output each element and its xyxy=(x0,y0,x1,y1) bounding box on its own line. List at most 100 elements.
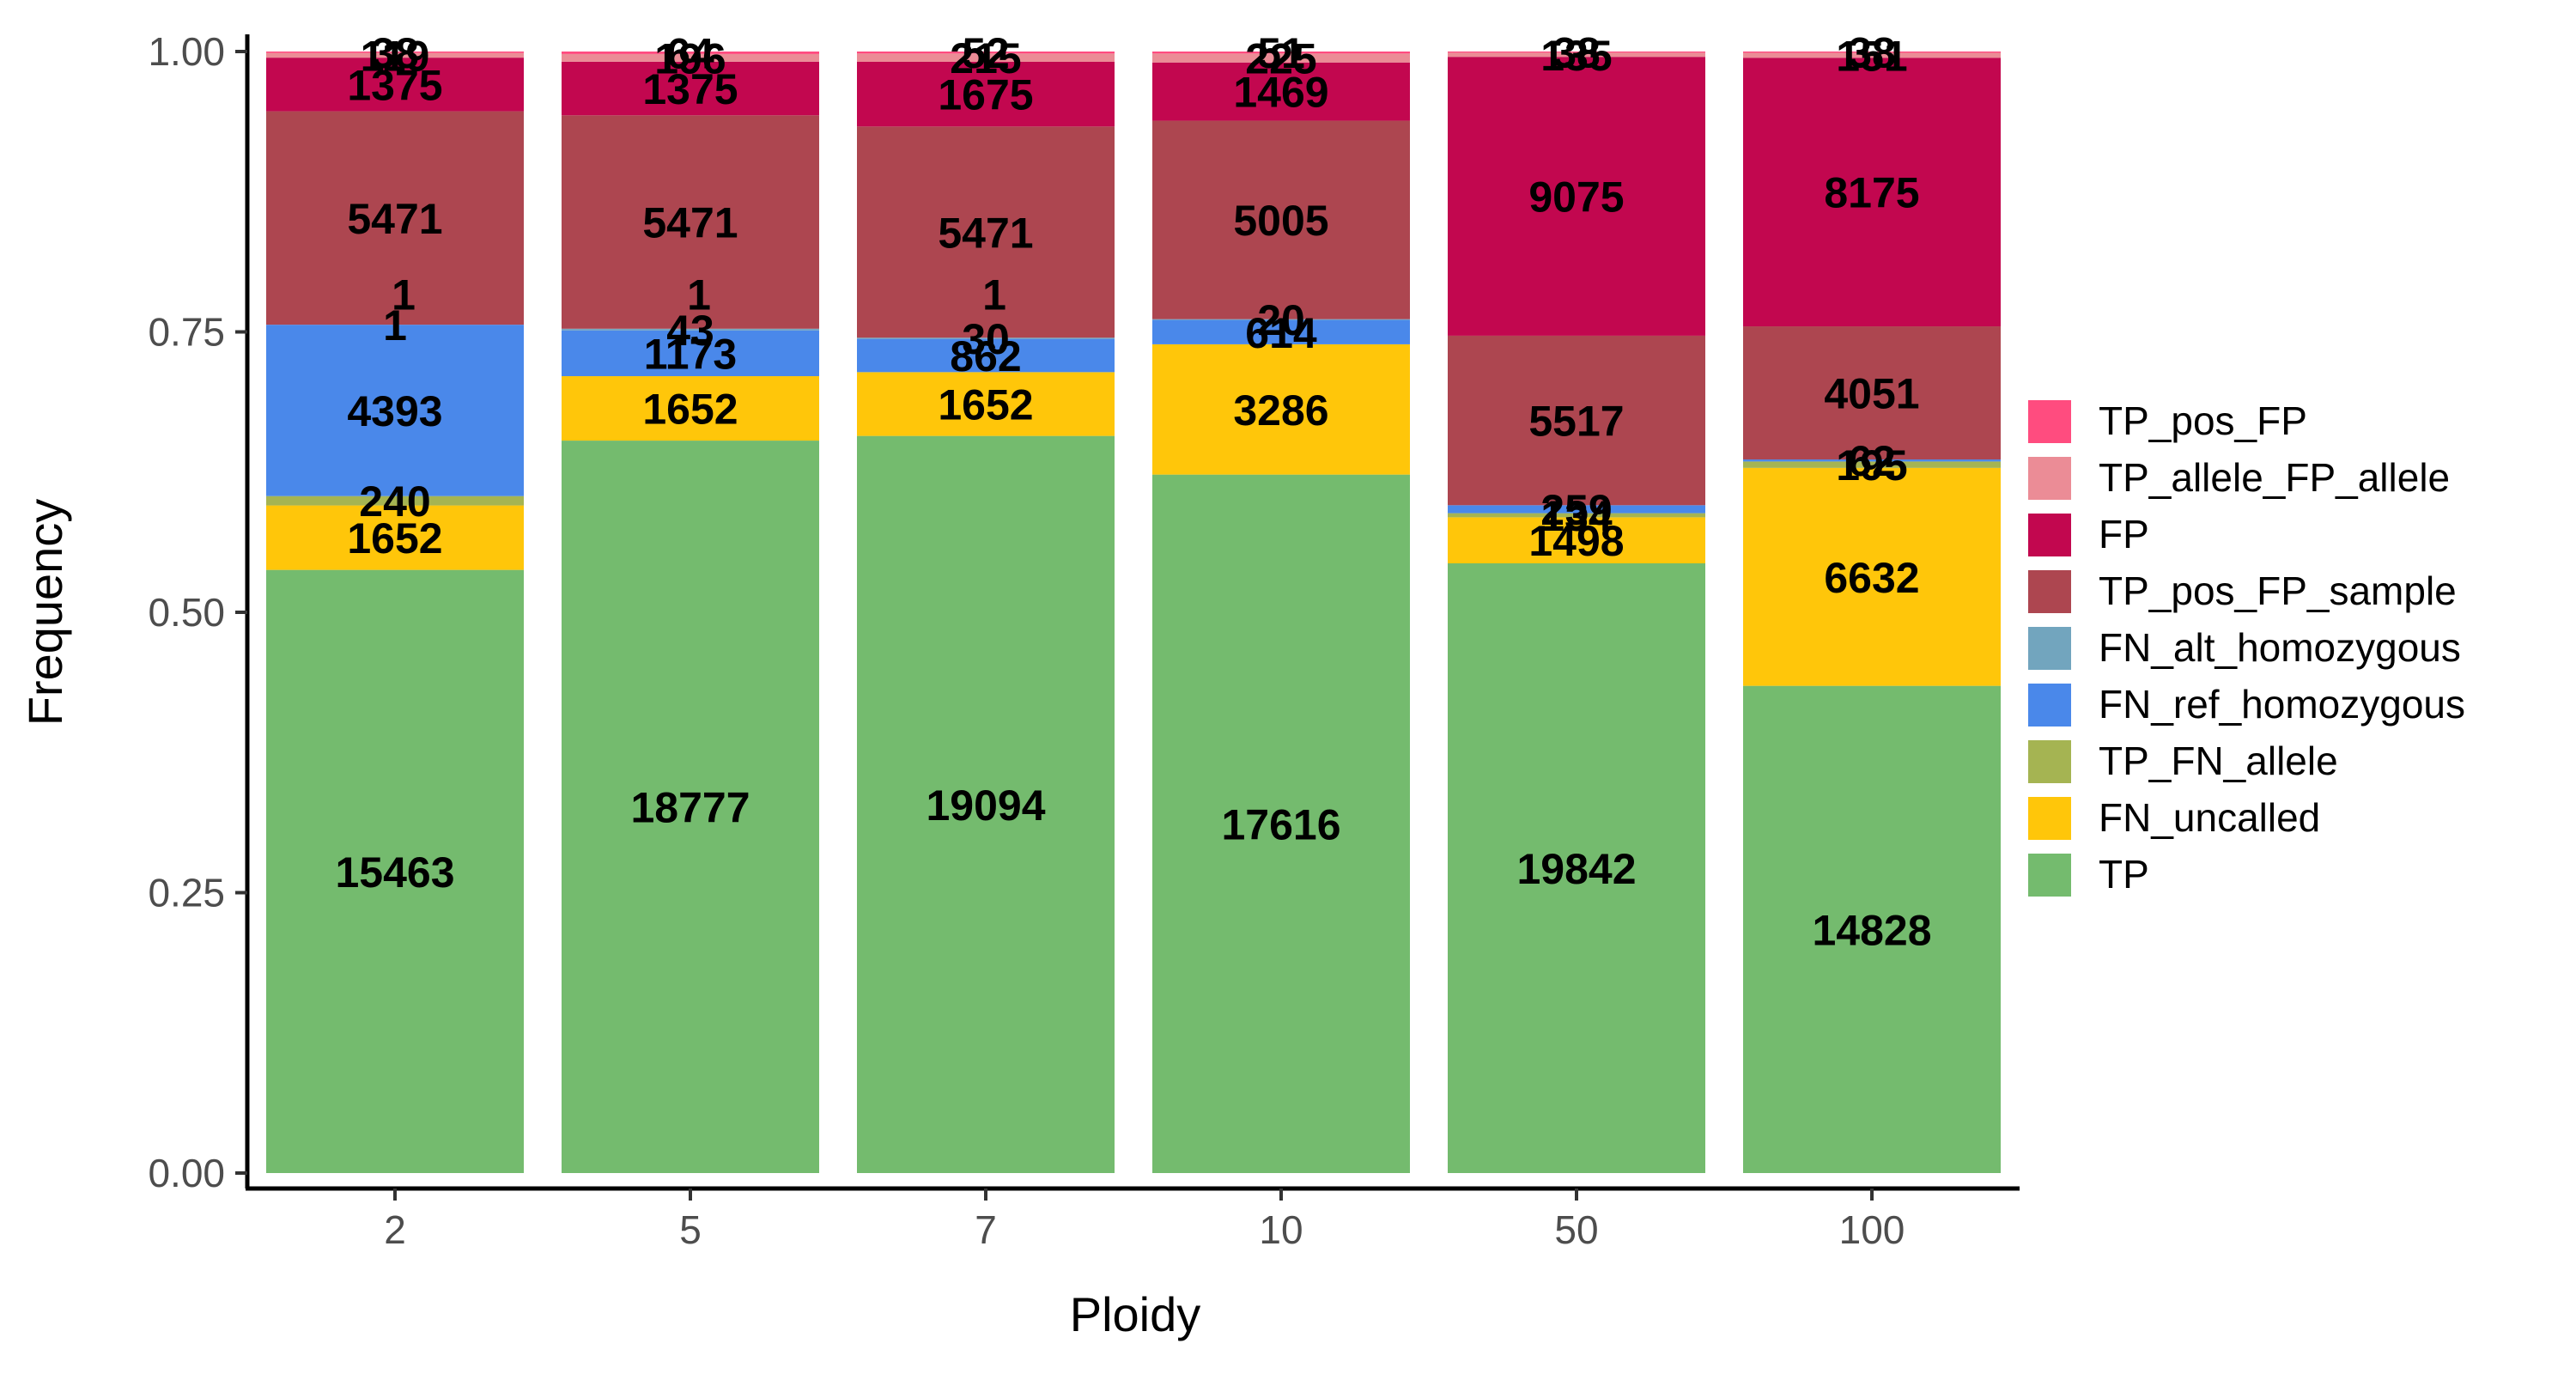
bars-layer xyxy=(266,52,2001,1173)
bar-label-TP_pos_FP_sample-10: 5005 xyxy=(1233,197,1328,245)
bar-label-FP-5: 1375 xyxy=(642,65,738,113)
bar-extra-label-2: 1 xyxy=(392,271,416,319)
bar-label-FN_alt_homozygous-10: 20 xyxy=(1257,296,1305,344)
bar-segment-FN_uncalled-100 xyxy=(1743,467,2001,686)
bar-label-TP_pos_FP-2: 38 xyxy=(371,29,419,77)
bar-segment-FN_uncalled-2 xyxy=(266,505,524,570)
bar-label-TP-10: 17616 xyxy=(1221,800,1340,848)
legend-key-TP_allele_FP_allele xyxy=(2028,457,2071,500)
legend-key-FN_ref_homozygous xyxy=(2028,684,2071,727)
axes-layer: 0.00 0.25 0.50 0.75 1.00 2 5 7 10 50 100 xyxy=(148,29,2020,1252)
bar-label-TP_pos_FP_sample-5: 5471 xyxy=(642,199,738,247)
bar-label-TP-5: 18777 xyxy=(630,784,750,832)
bar-segment-TP_pos_FP_sample-100 xyxy=(1743,326,2001,460)
bar-labels-layer: 1546316522404393154711375119381877716521… xyxy=(335,29,1931,955)
bar-label-TP_allele_FP_allele-100: 151 xyxy=(1836,32,1907,80)
bar-label-FN_ref_homozygous-10: 614 xyxy=(1245,309,1317,357)
bar-segment-TP_pos_FP-7 xyxy=(857,52,1115,54)
bar-label-FN_ref_homozygous-5: 1173 xyxy=(644,330,737,378)
x-tick-label: 100 xyxy=(1839,1207,1905,1252)
bar-segment-FP-100 xyxy=(1743,58,2001,327)
bar-label-FN_uncalled-7: 1652 xyxy=(938,380,1033,429)
bar-segment-TP_FN_allele-100 xyxy=(1743,461,2001,468)
bar-label-TP_allele_FP_allele-50: 135 xyxy=(1540,32,1612,80)
bar-label-TP_FN_allele-2: 240 xyxy=(359,477,430,526)
bar-label-FN_uncalled-2: 1652 xyxy=(347,514,442,562)
bar-segment-FN_uncalled-50 xyxy=(1448,517,1705,563)
bar-label-TP_pos_FP_sample-100: 4051 xyxy=(1824,370,1919,418)
bar-segment-FN_ref_homozygous-7 xyxy=(857,338,1115,373)
bar-segment-TP-2 xyxy=(266,569,524,1173)
bar-segment-FN_ref_homozygous-100 xyxy=(1743,459,2001,462)
bar-label-FN_ref_homozygous-7: 862 xyxy=(950,332,1021,380)
bar-segment-FN_ref_homozygous-5 xyxy=(562,330,819,377)
bar-segment-FN_uncalled-10 xyxy=(1152,344,1410,475)
bar-label-FP-2: 1375 xyxy=(347,61,442,109)
legend-key-TP_FN_allele xyxy=(2028,740,2071,783)
x-tick-label: 7 xyxy=(975,1207,997,1252)
bar-segment-FN_alt_homozygous-10 xyxy=(1152,319,1410,320)
bar-label-FN_uncalled-5: 1652 xyxy=(642,386,738,434)
bar-label-FN_ref_homozygous-50: 259 xyxy=(1540,486,1612,534)
bar-extra-label-5: 1 xyxy=(687,271,711,319)
bar-segment-TP_allele_FP_allele-10 xyxy=(1152,53,1410,63)
y-tick-label: 0.25 xyxy=(148,871,225,915)
bar-label-TP-50: 19842 xyxy=(1516,845,1636,893)
bar-label-FN_alt_homozygous-2: 1 xyxy=(383,301,407,350)
bar-segment-FN_ref_homozygous-2 xyxy=(266,325,524,496)
bar-label-TP_pos_FP-10: 51 xyxy=(1257,29,1305,77)
bar-label-FN_alt_homozygous-5: 43 xyxy=(666,307,714,355)
bar-segment-TP_pos_FP_sample-50 xyxy=(1448,335,1705,506)
bar-label-TP_pos_FP-5: 64 xyxy=(666,29,714,77)
legend-label-FN_uncalled: FN_uncalled xyxy=(2099,795,2320,840)
bar-label-FN_ref_homozygous-100: 62 xyxy=(1848,437,1896,485)
bar-label-FP-7: 1675 xyxy=(938,71,1033,119)
bar-segment-TP_allele_FP_allele-5 xyxy=(562,53,819,62)
bar-label-TP-100: 14828 xyxy=(1812,906,1931,954)
bar-segment-TP_allele_FP_allele-2 xyxy=(266,52,524,58)
bar-segment-TP_pos_FP-2 xyxy=(266,52,524,53)
x-tick-label: 50 xyxy=(1554,1207,1598,1252)
legend-label-TP_allele_FP_allele: TP_allele_FP_allele xyxy=(2099,455,2450,500)
bar-segment-FN_ref_homozygous-50 xyxy=(1448,505,1705,514)
legend-label-TP_pos_FP: TP_pos_FP xyxy=(2099,398,2307,443)
bar-label-TP_FN_allele-100: 195 xyxy=(1836,441,1907,489)
x-tick-label: 5 xyxy=(679,1207,702,1252)
bar-label-TP_pos_FP_sample-2: 5471 xyxy=(347,195,442,243)
legend-key-FN_uncalled xyxy=(2028,797,2071,840)
bar-segment-TP_allele_FP_allele-50 xyxy=(1448,52,1705,58)
bar-segment-TP_pos_FP_sample-5 xyxy=(562,115,819,329)
bar-segment-TP_pos_FP_sample-7 xyxy=(857,126,1115,338)
y-axis-title: Frequency xyxy=(18,499,72,727)
bar-segment-TP-7 xyxy=(857,435,1115,1173)
legend-key-TP_pos_FP_sample xyxy=(2028,570,2071,613)
bar-segment-TP_FN_allele-50 xyxy=(1448,513,1705,518)
bar-label-FN_ref_homozygous-2: 4393 xyxy=(347,387,442,435)
bar-segment-TP-100 xyxy=(1743,685,2001,1173)
x-tick-label: 10 xyxy=(1259,1207,1303,1252)
bar-label-FP-50: 9075 xyxy=(1528,173,1624,222)
legend-label-TP_FN_allele: TP_FN_allele xyxy=(2099,739,2338,783)
bar-label-TP_allele_FP_allele-7: 215 xyxy=(950,34,1021,82)
bar-label-TP_pos_FP-50: 38 xyxy=(1552,29,1601,77)
bar-label-FN_alt_homozygous-7: 30 xyxy=(962,315,1010,363)
bar-extra-label-7: 1 xyxy=(982,271,1006,319)
legend-key-FN_alt_homozygous xyxy=(2028,627,2071,670)
bar-label-TP-2: 15463 xyxy=(335,848,454,897)
bar-segment-FN_alt_homozygous-5 xyxy=(562,328,819,331)
bar-label-TP_allele_FP_allele-5: 196 xyxy=(654,34,726,82)
bar-segment-TP-10 xyxy=(1152,474,1410,1173)
legend-label-TP_pos_FP_sample: TP_pos_FP_sample xyxy=(2099,568,2457,613)
bar-segment-TP_allele_FP_allele-7 xyxy=(857,53,1115,63)
legend-key-TP_pos_FP xyxy=(2028,400,2071,443)
y-tick-label: 1.00 xyxy=(148,29,225,74)
legend: TP_pos_FP TP_allele_FP_allele FP TP_pos_FP_… xyxy=(2028,398,2465,897)
bar-segment-TP-50 xyxy=(1448,562,1705,1173)
bar-label-TP_allele_FP_allele-2: 119 xyxy=(361,32,430,80)
bar-segment-FN_alt_homozygous-7 xyxy=(857,337,1115,339)
bar-segment-FP-7 xyxy=(857,62,1115,127)
bar-segment-FN_ref_homozygous-10 xyxy=(1152,319,1410,344)
legend-label-FN_alt_homozygous: FN_alt_homozygous xyxy=(2099,625,2461,670)
bar-label-TP_allele_FP_allele-10: 225 xyxy=(1245,35,1316,83)
